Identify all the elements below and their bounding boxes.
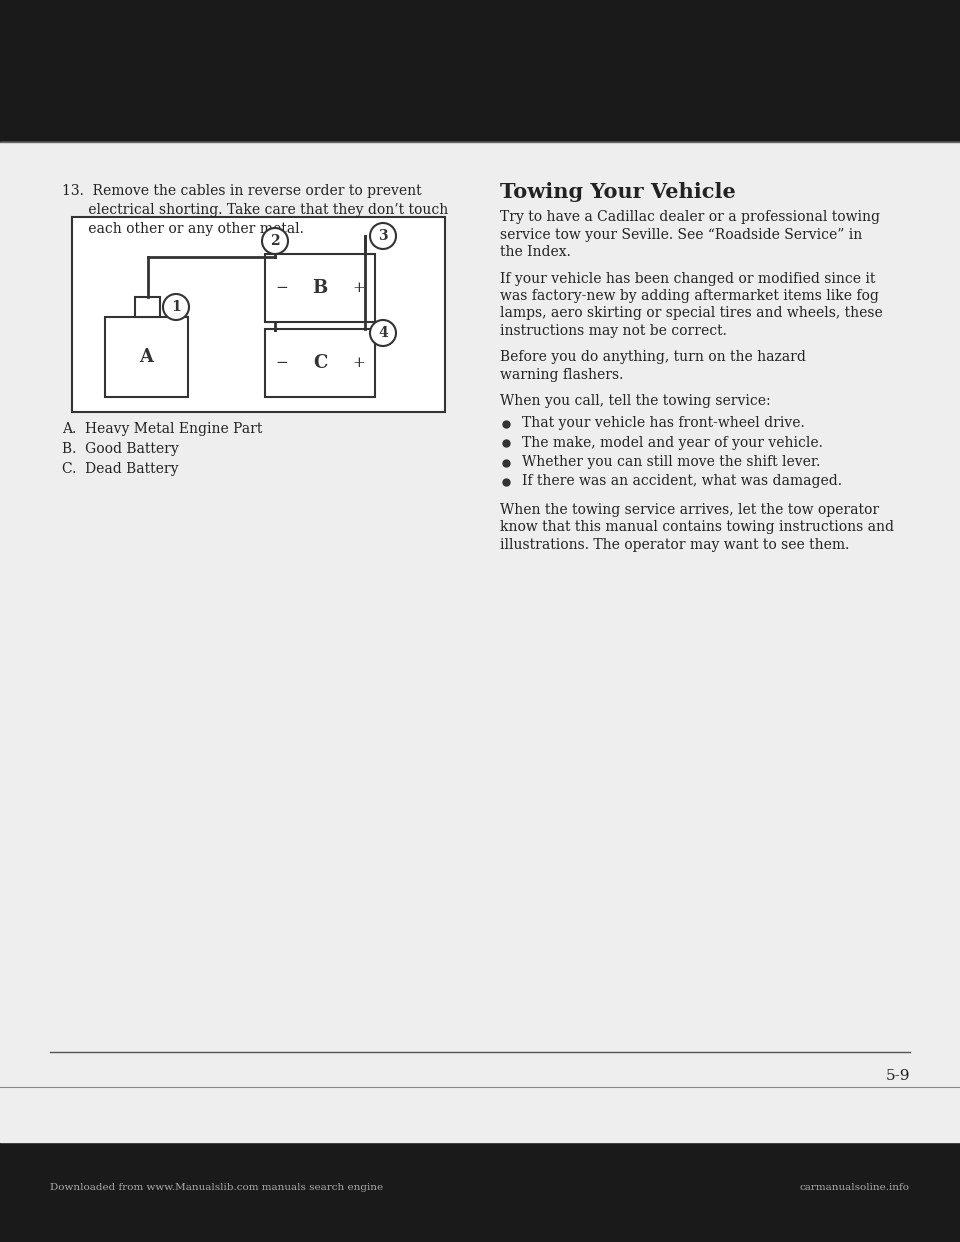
Bar [105,317,188,397]
Text: 2: 2 [270,233,279,248]
Text: each other or any other metal.: each other or any other metal. [62,222,304,236]
Text: C.  Dead Battery: C. Dead Battery [62,462,179,476]
Text: instructions may not be correct.: instructions may not be correct. [500,324,727,338]
Text: the Index.: the Index. [500,245,571,260]
Text: carmanualsoline.info: carmanualsoline.info [800,1182,910,1191]
Bar [0,1141,960,1242]
Text: B.  Good Battery: B. Good Battery [62,442,179,456]
Bar [0,142,960,1087]
Text: If there was an accident, what was damaged.: If there was an accident, what was damag… [522,474,842,488]
Text: was factory-new by adding aftermarket items like fog: was factory-new by adding aftermarket it… [500,289,878,303]
Text: 1: 1 [171,301,180,314]
Circle shape [370,224,396,248]
Text: Whether you can still move the shift lever.: Whether you can still move the shift lev… [522,455,821,469]
Text: lamps, aero skirting or special tires and wheels, these: lamps, aero skirting or special tires an… [500,307,883,320]
Text: 13.  Remove the cables in reverse order to prevent: 13. Remove the cables in reverse order t… [62,184,421,197]
Text: illustrations. The operator may want to see them.: illustrations. The operator may want to … [500,538,850,551]
Text: Towing Your Vehicle: Towing Your Vehicle [500,183,735,202]
Text: service tow your Seville. See “Roadside Service” in: service tow your Seville. See “Roadside … [500,227,862,241]
Text: C: C [313,354,327,373]
Bar [72,217,445,412]
Text: A: A [139,348,154,366]
Text: −: − [275,281,288,296]
Text: When you call, tell the towing service:: When you call, tell the towing service: [500,395,771,409]
Text: When the towing service arrives, let the tow operator: When the towing service arrives, let the… [500,503,879,517]
Text: +: + [352,281,365,296]
Text: know that this manual contains towing instructions and: know that this manual contains towing in… [500,520,894,534]
Circle shape [370,320,396,347]
Text: Downloaded from www.Manualslib.com manuals search engine: Downloaded from www.Manualslib.com manua… [50,1182,383,1191]
Text: Before you do anything, turn on the hazard: Before you do anything, turn on the haza… [500,350,805,364]
Text: −: − [275,356,288,370]
Text: If your vehicle has been changed or modified since it: If your vehicle has been changed or modi… [500,272,876,286]
Text: B: B [312,279,327,297]
Text: warning flashers.: warning flashers. [500,368,623,383]
Bar [135,297,160,317]
Circle shape [163,294,189,320]
Bar [0,0,960,142]
Text: Try to have a Cadillac dealer or a professional towing: Try to have a Cadillac dealer or a profe… [500,210,880,224]
Text: A.  Heavy Metal Engine Part: A. Heavy Metal Engine Part [62,422,262,436]
Text: That your vehicle has front-wheel drive.: That your vehicle has front-wheel drive. [522,416,804,430]
Text: +: + [352,356,365,370]
Text: 4: 4 [378,325,388,340]
Circle shape [262,229,288,255]
Bar [0,1087,960,1141]
Text: 3: 3 [378,229,388,243]
Text: electrical shorting. Take care that they don’t touch: electrical shorting. Take care that they… [62,202,448,217]
Bar [265,255,375,322]
Text: 5-9: 5-9 [885,1069,910,1083]
Bar [265,329,375,397]
Text: The make, model and year of your vehicle.: The make, model and year of your vehicle… [522,436,823,450]
